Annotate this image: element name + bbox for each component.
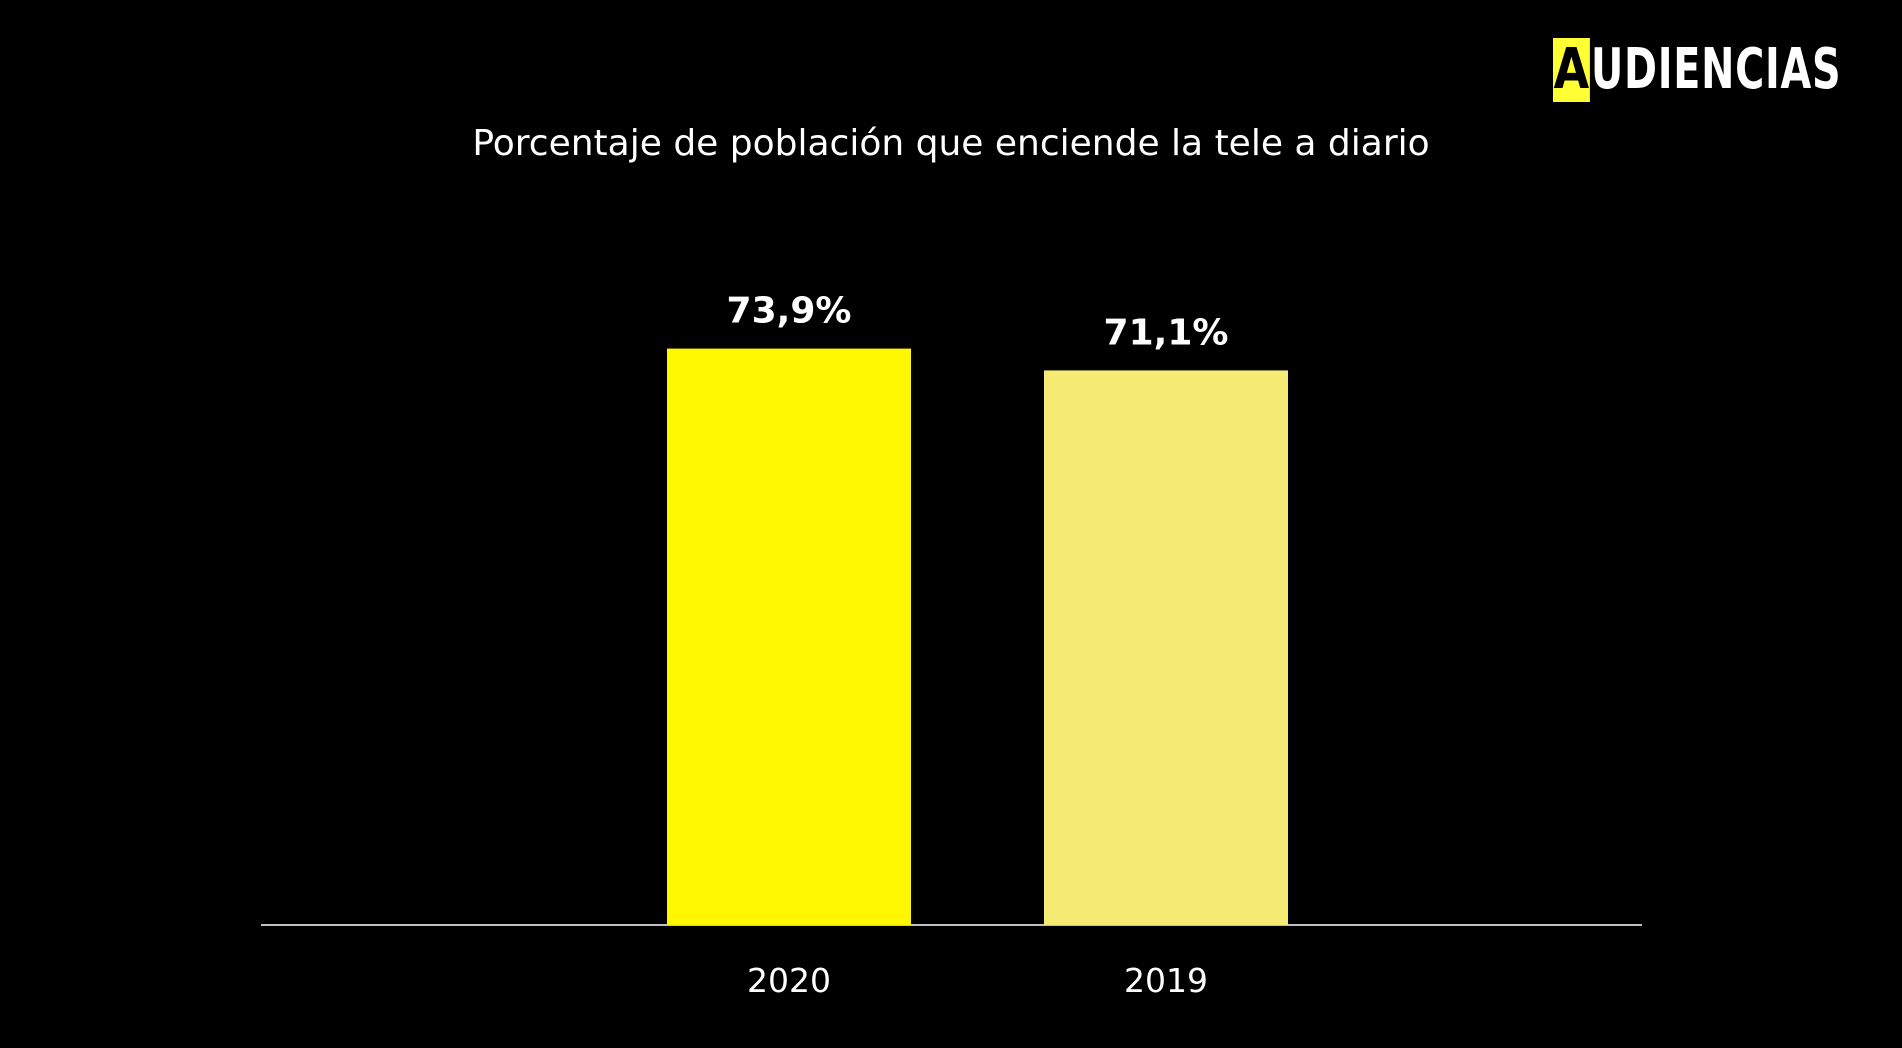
chart-title: Porcentaje de población que enciende la … xyxy=(472,123,1430,164)
logo-initial: A xyxy=(1553,37,1590,102)
x-tick-label-2019: 2019 xyxy=(1124,961,1208,1000)
audiencias-logo: A UDIENCIAS xyxy=(1553,38,1902,102)
bar-2019 xyxy=(1044,370,1288,925)
logo-wordmark: UDIENCIAS xyxy=(1591,37,1842,102)
x-tick-label-2020: 2020 xyxy=(747,961,831,1000)
bar-2020 xyxy=(667,348,911,926)
data-label-2020: 73,9% xyxy=(727,291,852,332)
data-label-2019: 71,1% xyxy=(1104,312,1229,353)
